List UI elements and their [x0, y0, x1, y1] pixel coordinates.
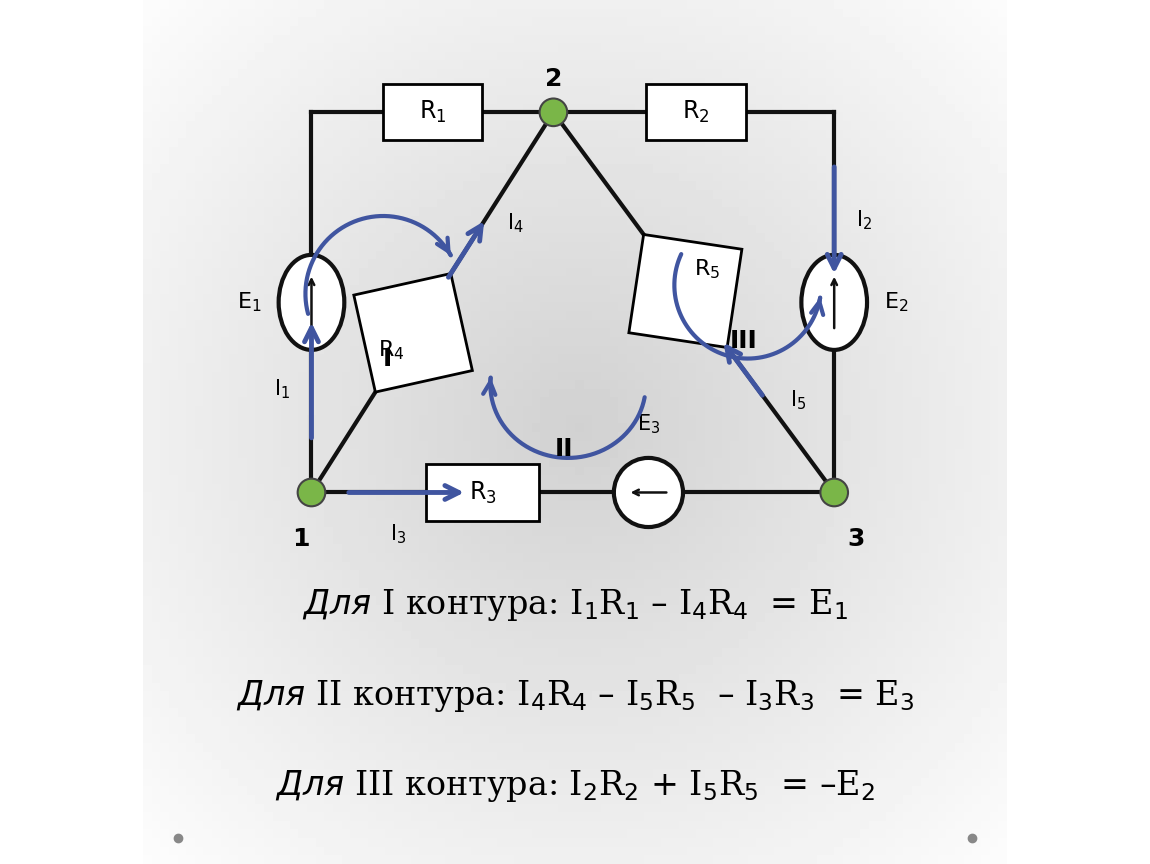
Text: I: I: [383, 346, 392, 371]
Text: I$_1$: I$_1$: [274, 377, 290, 401]
Text: R$_3$: R$_3$: [469, 480, 497, 505]
Text: R$_2$: R$_2$: [682, 99, 710, 125]
Text: I$_5$: I$_5$: [790, 389, 806, 412]
Text: R$_4$: R$_4$: [378, 339, 405, 362]
Text: E$_1$: E$_1$: [237, 290, 261, 314]
Circle shape: [298, 479, 325, 506]
Text: I$_3$: I$_3$: [390, 523, 406, 546]
Bar: [383, 84, 482, 140]
Text: I$_2$: I$_2$: [856, 208, 872, 232]
Text: II: II: [554, 437, 573, 461]
Text: E$_3$: E$_3$: [637, 413, 660, 436]
Text: $\mathit{Для}$ I контура: I$_1$R$_1$ – I$_4$R$_4$  = E$_1$: $\mathit{Для}$ I контура: I$_1$R$_1$ – I…: [302, 587, 848, 623]
Text: 2: 2: [545, 67, 562, 91]
Text: 3: 3: [848, 527, 865, 551]
Text: E$_2$: E$_2$: [884, 290, 908, 314]
Text: R$_1$: R$_1$: [419, 99, 446, 125]
Ellipse shape: [802, 255, 867, 350]
Circle shape: [820, 479, 848, 506]
Text: 1: 1: [292, 527, 309, 551]
Text: $\mathit{Для}$ II контура: I$_4$R$_4$ – I$_5$R$_5$  – I$_3$R$_3$  = E$_3$: $\mathit{Для}$ II контура: I$_4$R$_4$ – …: [236, 677, 914, 714]
Ellipse shape: [278, 255, 344, 350]
Bar: [646, 84, 745, 140]
Text: $\mathit{Для}$ III контура: I$_2$R$_2$ + I$_5$R$_5$  = –E$_2$: $\mathit{Для}$ III контура: I$_2$R$_2$ +…: [275, 768, 875, 804]
Text: III: III: [729, 329, 758, 353]
Circle shape: [614, 458, 683, 527]
Circle shape: [539, 98, 567, 126]
Text: I$_4$: I$_4$: [507, 212, 524, 235]
Polygon shape: [629, 234, 742, 347]
Text: R$_5$: R$_5$: [693, 257, 720, 281]
Bar: [427, 465, 538, 520]
Polygon shape: [354, 274, 473, 392]
